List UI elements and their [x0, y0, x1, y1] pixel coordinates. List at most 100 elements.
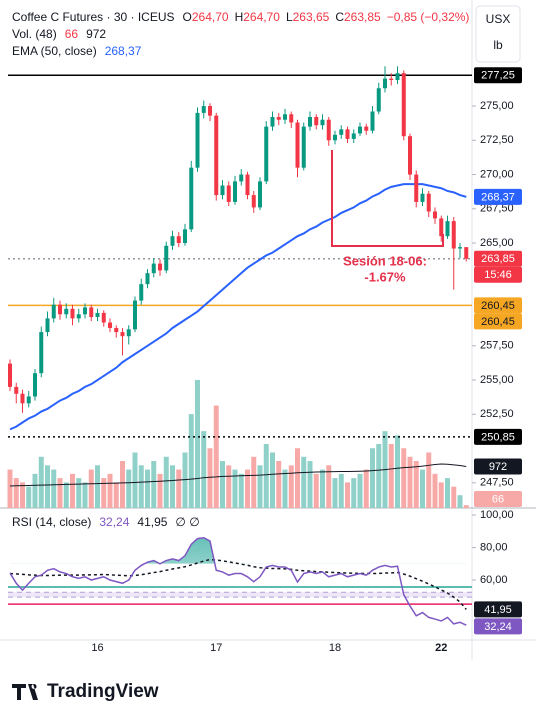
candle-body — [370, 111, 375, 131]
volume-bar — [176, 469, 182, 508]
rsi-value-label: 32,24 — [484, 621, 512, 633]
volume-bar — [201, 431, 207, 508]
volume-bar — [70, 473, 75, 508]
plot: 275,00 272,50 270,00 267,50 265,00 257,50 255,… — [7, 66, 522, 654]
candle-body — [464, 247, 469, 259]
y-tick-label: 247,50 — [480, 477, 514, 489]
volume-bar — [263, 443, 269, 508]
candle-body — [45, 318, 50, 333]
candle-body — [133, 300, 137, 330]
rsi-tick-label: 60,00 — [480, 574, 508, 586]
rsi-ma-label-bg — [474, 601, 522, 618]
candle-body — [364, 126, 369, 131]
candle-body — [345, 129, 350, 139]
volume-ma-label: 972 — [489, 461, 507, 473]
x-tick-label: 22 — [435, 642, 447, 654]
candle-body — [139, 284, 144, 301]
legend-rsi: RSI (14, close) 32,24 41,95 ∅ ∅ — [12, 515, 200, 529]
rsi-name: RSI (14, close) — [12, 515, 91, 529]
candle-body — [376, 88, 381, 112]
volume-bar — [101, 478, 107, 508]
volume-ma-label-bg — [474, 458, 522, 475]
legend-volume: Vol. (48) 66 972 — [12, 27, 106, 41]
x-tick-label: 16 — [91, 642, 103, 654]
candle-body — [70, 308, 75, 319]
candle-body — [314, 116, 319, 126]
volume-bar — [7, 469, 13, 508]
candle-body — [414, 174, 419, 202]
candle-body — [289, 114, 294, 123]
volume-bar — [88, 469, 94, 508]
volume-bar — [188, 414, 194, 508]
candle-body — [114, 327, 119, 333]
price-line-label: 277,25 — [481, 70, 515, 82]
volume-bar — [57, 478, 63, 508]
candle-body — [220, 185, 225, 196]
logo: TradingView — [12, 681, 159, 702]
y-tick-label: 272,50 — [480, 134, 514, 146]
candle-body — [233, 181, 237, 202]
rsi-value: 32,24 — [99, 515, 129, 529]
volume-bar — [213, 405, 219, 508]
candle-body — [201, 106, 206, 113]
candle-body — [326, 119, 331, 141]
ema-line — [9, 183, 467, 431]
y-tick-label: 257,50 — [480, 340, 514, 352]
candle-body — [451, 221, 456, 249]
y-tick-label: 255,00 — [480, 374, 514, 386]
volume-bar — [38, 456, 44, 508]
candle-body — [83, 307, 87, 315]
volume-name: Vol. (48) — [12, 27, 57, 41]
session-bracket — [331, 150, 444, 247]
ohlc-value: 263,65 — [293, 10, 330, 24]
volume-bar — [445, 478, 450, 508]
price-line-label: 260,45 — [481, 300, 515, 312]
candle-body — [89, 307, 94, 318]
unit: lb — [493, 38, 503, 52]
candle-body — [64, 308, 69, 315]
ohlc-key: H — [235, 10, 244, 24]
candle-body — [420, 193, 425, 202]
price-line-label: 263,85 — [481, 253, 515, 265]
rsi-tick-label: 100,00 — [480, 509, 514, 521]
legend-main: Coffee C Futures · 30 · ICEUS O264,70 H264… — [12, 10, 469, 24]
brand: TradingView — [47, 681, 159, 702]
candle-body — [320, 119, 325, 126]
ohlc-key: C — [335, 10, 344, 24]
volume-bar — [363, 469, 369, 508]
volume-bar — [132, 452, 138, 508]
volume-bar — [95, 465, 100, 508]
candle-body — [158, 263, 162, 271]
volume-bar — [288, 465, 294, 508]
y-tick-label: 252,50 — [480, 408, 514, 420]
price-line-label-bg — [474, 313, 522, 330]
volume-bar — [326, 465, 332, 508]
volume-bar — [320, 469, 325, 508]
volume-bar — [451, 486, 457, 508]
ema-label-bg — [474, 188, 522, 205]
candle-body — [401, 73, 406, 137]
rsi-ma-label: 41,95 — [484, 604, 512, 616]
candle-body — [239, 174, 244, 182]
ema-value: 268,37 — [105, 44, 142, 58]
volume-bar — [307, 461, 313, 508]
volume-bar — [432, 473, 438, 508]
legend-bg — [0, 6, 330, 62]
volume-value: 66 — [65, 27, 79, 41]
volume-bar — [338, 473, 344, 508]
volume-bar — [157, 473, 163, 508]
annotation: Sesión 18-06: — [343, 253, 427, 268]
volume-bar — [163, 456, 169, 508]
unit-box[interactable] — [475, 5, 521, 63]
volume-bar — [401, 448, 407, 508]
volume-bar — [26, 486, 32, 508]
y-tick-label: 275,00 — [480, 100, 514, 112]
candle-body — [439, 218, 444, 237]
candle-body — [445, 221, 450, 237]
ema-name: EMA (50, close) — [12, 44, 97, 58]
volume-label-bg — [474, 491, 522, 507]
candle-body — [176, 236, 181, 244]
rsi-extra: ∅ ∅ — [175, 515, 199, 529]
